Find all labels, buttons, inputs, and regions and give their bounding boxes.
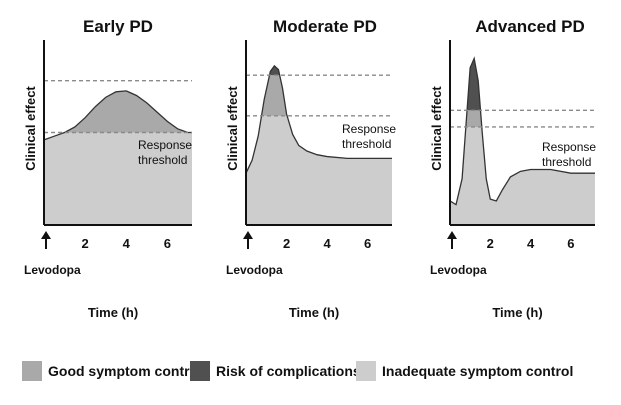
- legend-swatch: [356, 361, 376, 381]
- x-tick-label: 4: [527, 236, 535, 251]
- levodopa-label: Levodopa: [24, 263, 81, 277]
- legend-swatch: [190, 361, 210, 381]
- area-bands: [450, 58, 595, 225]
- legend-item-risk: Risk of complications: [190, 361, 361, 381]
- panel-title: Moderate PD: [273, 17, 377, 36]
- x-axis-label: Time (h): [88, 305, 138, 320]
- y-axis-label: Clinical effect: [225, 86, 240, 171]
- panel-title: Advanced PD: [475, 17, 585, 36]
- x-axis-label: Time (h): [289, 305, 339, 320]
- legend-item-inadequate: Inadequate symptom control: [356, 361, 573, 381]
- response-threshold-annotation: Response threshold: [342, 122, 396, 151]
- x-tick-label: 4: [123, 236, 131, 251]
- legend-label: Good symptom control: [48, 363, 202, 379]
- panels: Early PD Clinical effect 2 4 6 Levodopa Time (…: [23, 17, 596, 320]
- x-tick-label: 4: [323, 236, 331, 251]
- x-tick-label: 2: [487, 236, 494, 251]
- legend-swatch: [22, 361, 42, 381]
- good-band: [44, 90, 192, 133]
- y-axis-label: Clinical effect: [23, 86, 38, 171]
- x-tick-label: 6: [567, 236, 574, 251]
- panel-2: Moderate PD Clinical effect 2 4 6 Levodopa Tim…: [225, 17, 396, 320]
- inadequate-band: [44, 132, 192, 225]
- good-band: [450, 110, 595, 127]
- legend-item-good: Good symptom control: [22, 361, 202, 381]
- x-tick-label: 2: [283, 236, 290, 251]
- legend: Good symptom control Risk of complication…: [22, 361, 573, 381]
- levodopa-label: Levodopa: [226, 263, 283, 277]
- x-tick-label: 2: [81, 236, 88, 251]
- levodopa-arrow-icon: [243, 231, 253, 239]
- effect-curve: [43, 90, 192, 141]
- panel-title: Early PD: [83, 17, 153, 36]
- x-tick-label: 6: [364, 236, 371, 251]
- x-axis-label: Time (h): [492, 305, 542, 320]
- levodopa-arrow-icon: [41, 231, 51, 239]
- response-threshold-annotation: Response threshold: [138, 138, 192, 167]
- x-tick-label: 6: [164, 236, 171, 251]
- y-axis-label: Clinical effect: [429, 86, 444, 171]
- levodopa-label: Levodopa: [430, 263, 487, 277]
- panel-3: Advanced PD Clinical effect 2 4 6 Levodopa Tim…: [429, 17, 596, 320]
- effect-curve: [449, 56, 595, 206]
- effect-curve: [245, 64, 392, 174]
- response-threshold-annotation: Response threshold: [542, 140, 596, 169]
- legend-label: Inadequate symptom control: [382, 363, 573, 379]
- legend-label: Risk of complications: [216, 363, 361, 379]
- levodopa-arrow-icon: [447, 231, 457, 239]
- panel-1: Early PD Clinical effect 2 4 6 Levodopa Time (…: [23, 17, 192, 320]
